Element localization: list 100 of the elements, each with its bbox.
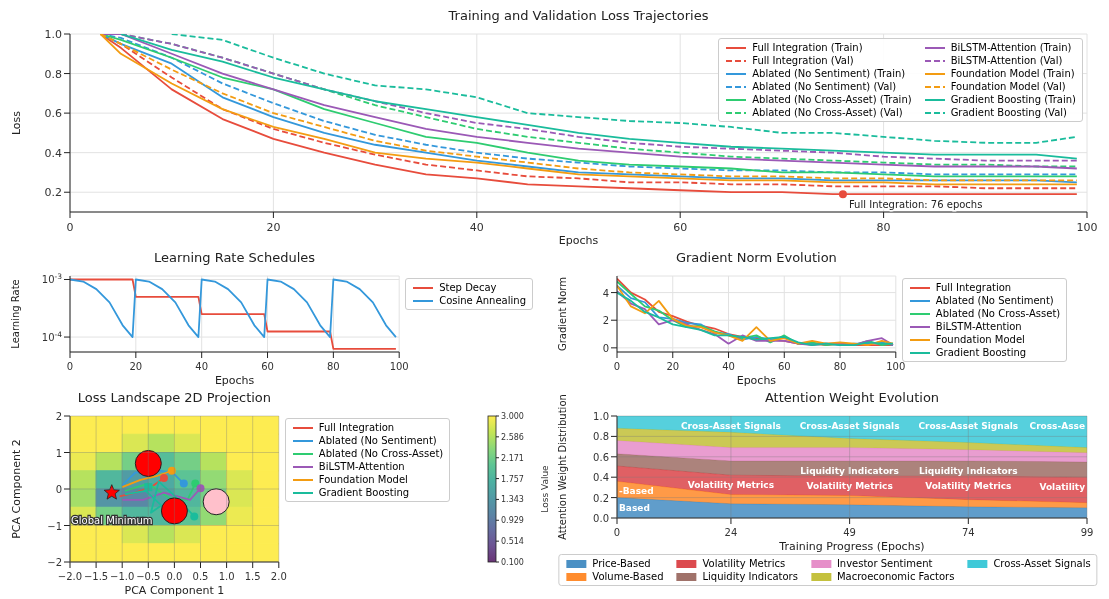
legend-label: Ablated (No Cross-Asset) (Train) [752, 94, 912, 105]
color-bar-label: 0.100 [501, 558, 524, 567]
legend-label: Gradient Boosting [935, 347, 1027, 358]
line-series [170, 34, 1078, 144]
legend-label: Full Integration (Train) [752, 42, 863, 53]
legend-label: Cross-Asset Signals [993, 558, 1091, 569]
legend-label: Gradient Boosting (Train) [950, 94, 1076, 105]
annotation: Cross-Asse [1029, 421, 1085, 431]
color-bar-label: 2.171 [501, 453, 524, 463]
legend-label: BiLSTM-Attention [318, 461, 405, 472]
y-tick-label: −2 [47, 557, 62, 568]
annotation: Full Integration: 76 epochs [848, 199, 983, 211]
annotation: -Based [619, 486, 654, 497]
point [167, 466, 176, 475]
chart-title: Learning Rate Schedules [154, 250, 316, 265]
x-tick-label: 80 [833, 361, 847, 372]
legend-label: Price-Based [592, 558, 651, 569]
legend-label: Full Integration [935, 282, 1012, 293]
color-bar-label: 1.343 [501, 495, 524, 505]
annotation: Liquidity Indicators [800, 465, 899, 476]
legend-label: Foundation Model [935, 334, 1025, 345]
color-bar-label: 2.586 [501, 432, 524, 442]
legend-label: Macroeconomic Factors [836, 571, 955, 582]
y-tick-label: 0.2 [593, 492, 609, 504]
y-axis-title: Loss [10, 110, 23, 136]
y-tick-label: 0.6 [44, 107, 62, 121]
x-tick-label: −1.0 [110, 571, 135, 582]
legend-label: Cosine Annealing [439, 295, 526, 306]
legend-label: Volatility Metrics [702, 558, 786, 569]
x-tick-label: −1.5 [83, 571, 109, 582]
annotation: Liquidity Indicators [919, 465, 1018, 476]
x-tick-label: 80 [876, 221, 891, 234]
x-tick-label: 99 [1080, 527, 1094, 538]
chart-title: Training and Validation Loss Trajectories [448, 8, 709, 23]
legend-label: Ablated (No Sentiment) (Train) [752, 68, 906, 79]
x-axis-title: PCA Component 1 [124, 584, 225, 597]
annotation: Volatility Metrics [925, 481, 1012, 492]
y-axis-title: Learning Rate [10, 279, 21, 349]
y-tick-label: 0.0 [593, 513, 609, 524]
legend-label: Gradient Boosting [318, 487, 410, 498]
x-axis-title: Epochs [558, 234, 599, 247]
x-tick-label: 1.0 [218, 571, 235, 582]
x-tick-label: 20 [666, 361, 680, 372]
x-tick-label: 0 [66, 221, 74, 234]
x-tick-label: −2.0 [57, 571, 83, 582]
point [144, 483, 153, 492]
y-tick-label: 2 [55, 411, 62, 422]
x-tick-label: 100 [389, 361, 409, 372]
y-axis-title: Attention Weight Distribution [557, 394, 568, 540]
legend-label: Foundation Model (Val) [950, 81, 1066, 92]
y-tick-label: 1.0 [593, 411, 609, 422]
x-tick-label: 100 [1076, 221, 1098, 234]
annotation: Cross-Asset Signals [918, 421, 1019, 431]
x-tick-label: 60 [777, 361, 791, 372]
y-tick-label: −1 [47, 520, 62, 532]
annotation: Cross-Asset Signals [799, 421, 900, 431]
x-tick-label: 20 [129, 361, 143, 372]
legend-label: Ablated (No Sentiment) [318, 435, 437, 446]
legend-label: BiLSTM-Attention [935, 321, 1022, 332]
y-tick-label: 0.2 [44, 186, 62, 200]
legend-label: Full Integration [318, 422, 395, 433]
x-axis-title: Training Progress (Epochs) [778, 540, 925, 553]
legend-label: Foundation Model (Train) [950, 68, 1075, 79]
x-tick-label: 0.0 [166, 571, 183, 582]
annotation: Based [619, 502, 650, 513]
y-tick-label: 0.6 [593, 451, 609, 463]
x-tick-label: 0.5 [192, 571, 209, 582]
x-tick-label: 60 [261, 361, 274, 372]
annotation: Cross-Asset Signals [681, 421, 781, 431]
y-tick-label: 2 [602, 315, 609, 327]
legend-label: Ablated (No Cross-Asset) (Val) [752, 107, 903, 118]
x-tick-label: 60 [673, 221, 688, 234]
y-tick-label: 10$^{-3}$ [41, 271, 63, 286]
y-tick-label: 10$^{-4}$ [41, 329, 63, 344]
y-tick-label: 0.8 [44, 67, 62, 81]
y-axis-title: Gradient Norm [557, 277, 568, 351]
x-tick-label: 40 [195, 361, 209, 372]
legend-label: Ablated (No Cross-Asset) [935, 308, 1061, 319]
legend-label: Ablated (No Sentiment) [935, 295, 1054, 306]
y-tick-label: 4 [602, 287, 609, 299]
legend-label: BiLSTM-Attention (Train) [950, 42, 1072, 53]
y-tick-label: 0.4 [44, 146, 62, 160]
x-tick-label: 24 [724, 527, 738, 538]
x-tick-label: −0.5 [136, 571, 161, 582]
y-tick-label: 0 [55, 484, 62, 495]
x-tick-label: 40 [722, 361, 735, 372]
x-tick-label: 74 [961, 527, 975, 538]
chart-title: Attention Weight Evolution [764, 390, 940, 405]
x-tick-label: 0 [613, 361, 621, 372]
x-tick-label: 1.5 [244, 571, 261, 582]
chart-title: Gradient Norm Evolution [675, 250, 837, 265]
x-tick-label: 40 [469, 221, 484, 234]
annotation: Volatility Metrics [687, 480, 775, 491]
color-bar-label: 1.757 [501, 474, 524, 484]
color-bar-label: 0.929 [501, 516, 524, 526]
x-axis-title: Epochs [736, 374, 777, 387]
chart-title: Loss Landscape 2D Projection [77, 390, 272, 405]
legend-label: Volume-Based [592, 571, 664, 582]
point [196, 484, 205, 493]
y-tick-label: 0.4 [593, 472, 609, 484]
